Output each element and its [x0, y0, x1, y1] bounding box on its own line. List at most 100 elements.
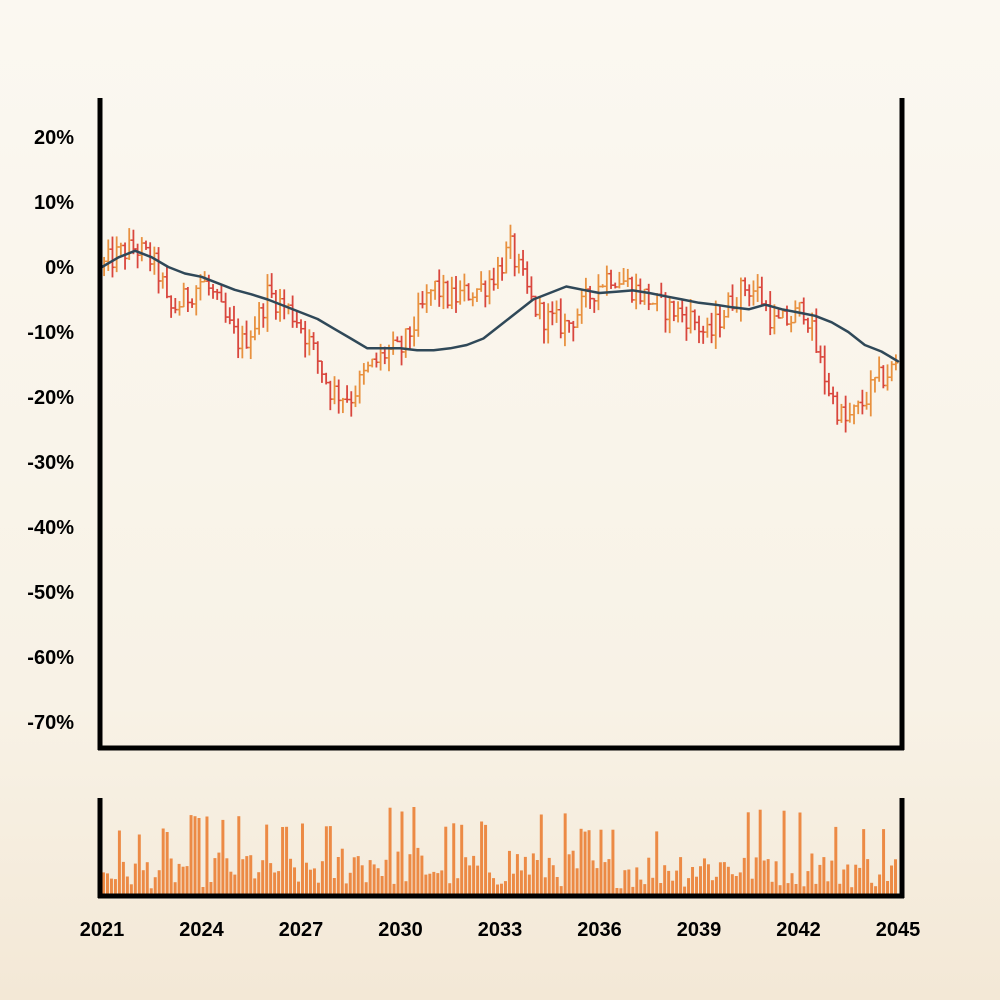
- volume-bars: [102, 807, 897, 894]
- volume-bar: [141, 870, 145, 894]
- volume-bar: [368, 860, 372, 894]
- volume-bar: [790, 873, 794, 894]
- volume-bar: [583, 831, 587, 894]
- volume-bar: [738, 872, 742, 894]
- volume-bar: [830, 860, 834, 894]
- volume-bar: [289, 858, 293, 894]
- x-tick-label: 2036: [577, 919, 622, 941]
- volume-bar: [519, 870, 523, 894]
- volume-bar: [730, 874, 734, 894]
- volume-bar: [551, 865, 555, 894]
- volume-bar: [547, 857, 551, 894]
- volume-bar: [237, 816, 241, 894]
- volume-bar: [472, 855, 476, 894]
- volume-bar: [360, 865, 364, 894]
- volume-bar: [412, 807, 416, 894]
- volume-bar: [388, 807, 392, 894]
- volume-bar: [567, 854, 571, 894]
- volume-bar: [822, 857, 826, 894]
- volume-bar: [878, 874, 882, 894]
- volume-bar: [846, 864, 850, 894]
- volume-bar: [380, 876, 384, 894]
- volume-bar: [806, 871, 810, 894]
- volume-bar: [802, 886, 806, 894]
- volume-bar: [376, 868, 380, 894]
- volume-bar: [217, 852, 221, 894]
- volume-bar: [480, 821, 484, 894]
- volume-bar: [113, 879, 117, 894]
- volume-bar: [332, 878, 336, 894]
- volume-bar: [706, 864, 710, 894]
- volume-bar: [273, 872, 277, 894]
- volume-bar: [444, 826, 448, 894]
- volume-bar: [105, 873, 109, 894]
- volume-bar: [798, 812, 802, 894]
- volume-bar: [396, 851, 400, 894]
- ohlc-bars: [101, 224, 899, 433]
- volume-bar: [786, 883, 790, 894]
- volume-bar: [639, 879, 643, 894]
- volume-bar: [476, 865, 480, 894]
- volume-bar: [241, 859, 245, 894]
- volume-bar: [348, 872, 352, 894]
- volume-bar: [209, 882, 213, 894]
- volume-panel: 2021 2024 2027 2030 2033 2036 2039 2042 2045: [80, 798, 921, 941]
- volume-bar: [734, 876, 738, 894]
- volume-bar: [655, 831, 659, 894]
- volume-bar: [336, 857, 340, 894]
- volume-bar: [854, 864, 858, 894]
- moving-average-line: [100, 249, 900, 363]
- volume-bar: [440, 870, 444, 894]
- volume-bar: [607, 859, 611, 894]
- volume-bar: [221, 819, 225, 894]
- volume-bar: [468, 865, 472, 894]
- volume-bar: [225, 858, 229, 894]
- volume-bar: [102, 872, 105, 894]
- volume-bar: [297, 881, 300, 894]
- x-tick-label: 2030: [378, 919, 423, 941]
- volume-bar: [563, 813, 567, 894]
- volume-bar: [281, 827, 285, 894]
- volume-bar: [758, 809, 762, 894]
- volume-bar: [587, 830, 591, 894]
- volume-bar: [488, 872, 492, 894]
- volume-bar: [165, 832, 169, 894]
- volume-bar: [718, 862, 722, 894]
- volume-bar: [762, 860, 766, 894]
- volume-bar: [129, 884, 133, 894]
- volume-bar: [125, 876, 129, 894]
- volume-bar: [722, 862, 726, 894]
- volume-bar: [364, 882, 368, 894]
- volume-bar: [324, 826, 328, 894]
- volume-bar: [575, 868, 579, 894]
- volume-bar: [316, 882, 320, 894]
- volume-bar: [197, 818, 201, 894]
- volume-bar: [619, 888, 623, 894]
- volume-bar: [671, 880, 675, 894]
- volume-bar: [663, 865, 667, 894]
- volume-bar: [285, 826, 289, 894]
- y-tick-label: -20%: [27, 387, 74, 409]
- y-tick-label: -50%: [27, 582, 74, 604]
- volume-bar: [356, 856, 360, 894]
- volume-bar: [814, 883, 818, 894]
- volume-bar: [432, 871, 436, 894]
- volume-bar: [826, 881, 830, 894]
- volume-bar: [539, 814, 543, 894]
- volume-bar: [293, 867, 297, 894]
- volume-bar: [117, 830, 121, 894]
- volume-bar: [770, 881, 774, 894]
- volume-bar: [615, 888, 619, 894]
- volume-bar: [599, 829, 603, 894]
- volume-bar: [153, 877, 157, 894]
- x-axis-ticks: 2021 2024 2027 2030 2033 2036 2039 2042 2045: [80, 919, 921, 941]
- x-tick-label: 2039: [677, 919, 722, 941]
- volume-bar: [838, 883, 842, 894]
- volume-bar: [870, 882, 874, 894]
- volume-bar: [679, 857, 683, 894]
- volume-bar: [496, 884, 499, 894]
- volume-bar: [456, 878, 460, 894]
- volume-bar: [205, 816, 209, 894]
- price-panel: 20% 10% 0% -10% -20% -30% -40% -50% -60% -70%: [27, 98, 905, 751]
